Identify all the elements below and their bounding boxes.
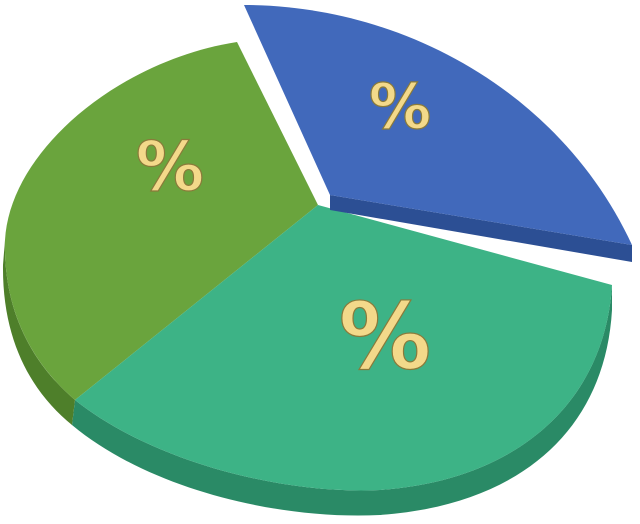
slice-blue bbox=[244, 5, 632, 245]
slice-green bbox=[4, 42, 319, 400]
slice-teal bbox=[75, 205, 612, 491]
slice-green-label: % bbox=[136, 128, 204, 207]
slice-blue-side bbox=[330, 195, 632, 262]
slice-green-side bbox=[2, 240, 75, 425]
slice-blue-label: % bbox=[369, 70, 431, 143]
slice-teal-label: % bbox=[339, 283, 431, 390]
